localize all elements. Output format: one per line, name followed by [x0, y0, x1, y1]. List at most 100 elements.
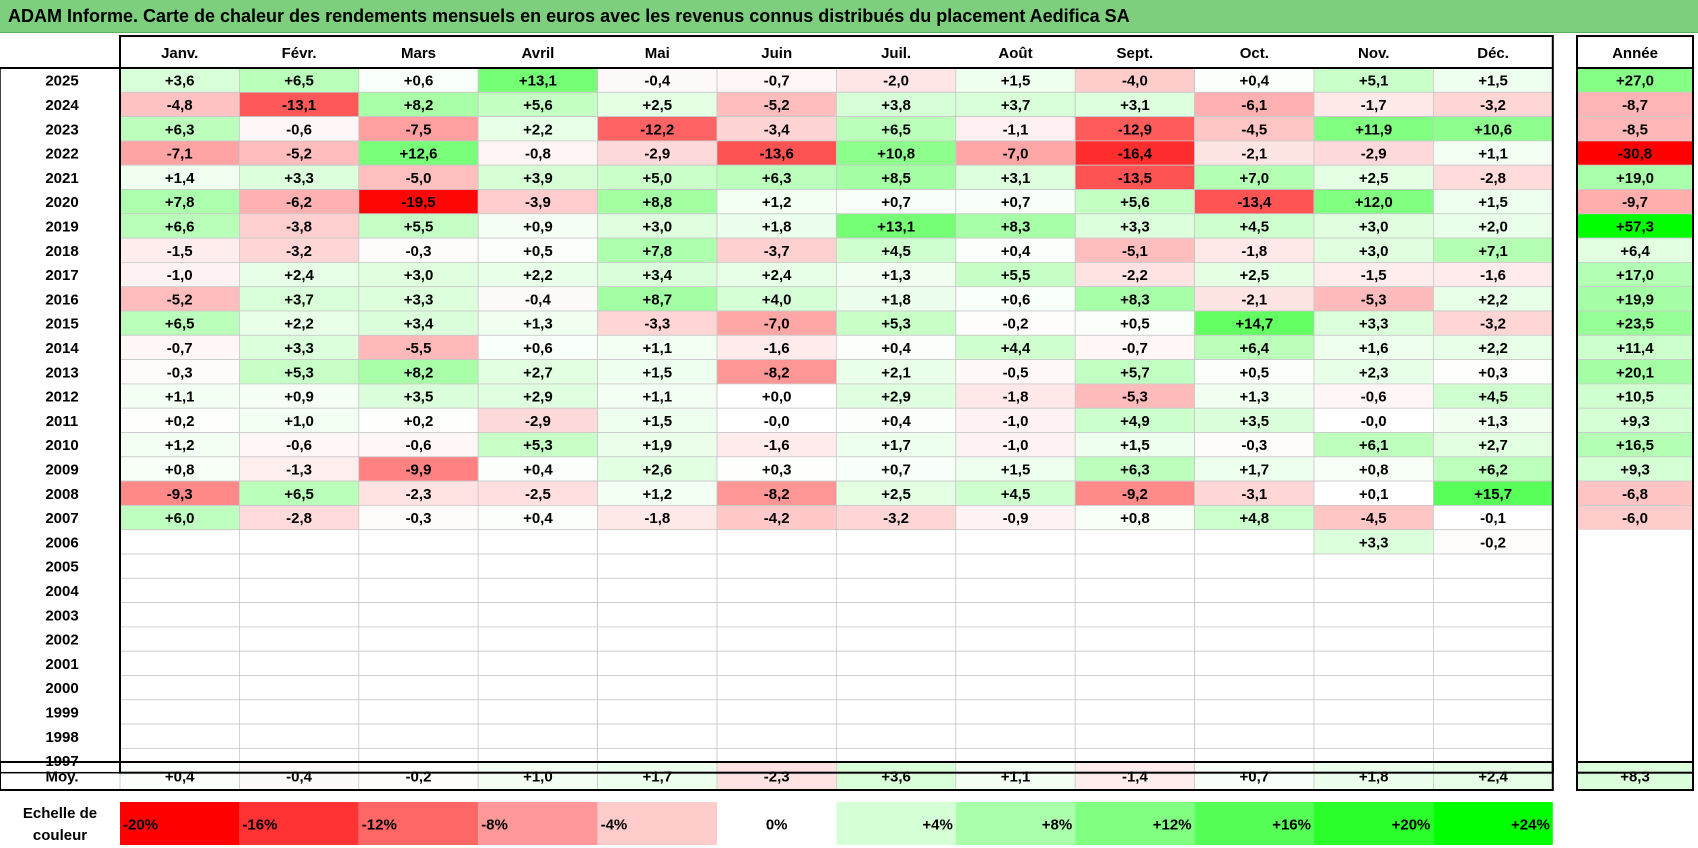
row-value: -0,5	[1003, 364, 1029, 381]
row-value: -0,7	[1122, 340, 1148, 357]
row-cell	[238, 334, 360, 360]
row-value: +4,0	[762, 291, 792, 308]
scale-swatch	[358, 802, 479, 845]
row-cell	[836, 334, 957, 360]
row-value: +0,9	[523, 218, 553, 235]
row-value: -3,4	[764, 121, 791, 138]
row-year-value: +20,1	[1616, 364, 1654, 381]
row-value: +0,4	[523, 461, 553, 478]
row-value: -12,9	[1118, 121, 1152, 138]
row-cell	[238, 723, 360, 749]
row-value: +3,0	[1359, 218, 1389, 235]
scale-step-label: -16%	[242, 817, 277, 834]
row-value: +0,5	[523, 243, 553, 260]
row-cell	[716, 334, 837, 360]
row-value: -0,2	[1003, 316, 1029, 333]
average-cell	[1194, 761, 1315, 791]
column-header: Mars	[401, 45, 436, 62]
row-cell	[716, 650, 837, 676]
column-header: Déc.	[1477, 45, 1509, 62]
scale-swatch	[1433, 802, 1553, 845]
row-cell	[477, 432, 599, 458]
row-value: +8,2	[404, 364, 434, 381]
row-value: +5,1	[1359, 73, 1389, 90]
row-value: +1,1	[1478, 146, 1508, 163]
row-value: -12,2	[640, 121, 674, 138]
row-cell	[836, 140, 957, 166]
row-cell	[1433, 529, 1554, 555]
row-value: +0,3	[762, 461, 792, 478]
average-value: +2,4	[1478, 769, 1508, 786]
row-cell	[358, 699, 479, 725]
row-cell	[597, 334, 718, 360]
scale-swatch	[1075, 802, 1195, 845]
row-cell	[836, 480, 957, 506]
average-cell	[119, 761, 240, 791]
row-year-value: -8,7	[1622, 97, 1648, 114]
average-cell	[358, 761, 479, 791]
row-cell	[477, 480, 599, 506]
row-cell	[238, 699, 360, 725]
row-cell	[1313, 553, 1434, 579]
row-value: +2,2	[523, 121, 553, 138]
row-cell	[836, 432, 957, 458]
row-cell	[597, 359, 718, 385]
row-cell	[1433, 407, 1554, 433]
row-cell	[1313, 286, 1434, 312]
row-value: -8,2	[764, 486, 790, 503]
row-year-cell	[1576, 237, 1694, 263]
scale-swatch	[597, 802, 717, 845]
row-year-value: +9,3	[1620, 461, 1650, 478]
row-value: -13,4	[1237, 194, 1272, 211]
row-value: -0,6	[286, 121, 312, 138]
row-cell	[358, 334, 479, 360]
row-value: +2,5	[642, 97, 672, 114]
row-cell	[716, 699, 837, 725]
row-cell	[955, 675, 1076, 701]
row-value: +2,5	[1239, 267, 1269, 284]
row-year-cell	[1577, 626, 1693, 652]
row-label: 2004	[45, 583, 79, 600]
row-year-cell	[1577, 651, 1693, 676]
row-cell	[597, 723, 718, 749]
row-value: +0,4	[1001, 243, 1031, 260]
row-cell	[238, 626, 360, 652]
row-cell	[1194, 577, 1315, 603]
row-cell	[836, 553, 957, 579]
row-cell	[119, 626, 240, 652]
row-label: 2010	[45, 437, 78, 454]
row-cell	[358, 164, 479, 190]
row-cell	[119, 504, 240, 531]
column-header: Juin	[761, 45, 792, 62]
row-cell	[597, 553, 718, 579]
row-cell	[119, 602, 240, 628]
row-cell	[119, 553, 240, 579]
row-cell	[716, 213, 837, 239]
row-cell	[358, 529, 479, 555]
row-value: +1,6	[1359, 340, 1389, 357]
row-cell	[1074, 261, 1195, 288]
row-cell	[1194, 67, 1315, 93]
row-value: +0,9	[284, 389, 314, 406]
year-column-header: Année	[1612, 45, 1658, 62]
row-cell	[836, 91, 957, 118]
row-label: 2003	[45, 607, 78, 624]
row-cell	[1194, 359, 1315, 385]
row-value: -1,1	[1003, 121, 1029, 138]
average-cell	[477, 761, 599, 791]
row-label: 1999	[45, 704, 78, 721]
row-cell	[716, 626, 837, 652]
row-value: -0,7	[167, 340, 193, 357]
row-value: +1,5	[1478, 73, 1508, 90]
row-cell	[597, 310, 718, 336]
row-label: 2025	[45, 73, 78, 90]
row-value: -5,3	[1361, 291, 1387, 308]
scale-swatch	[836, 802, 956, 845]
row-value: +4,5	[1001, 486, 1031, 503]
row-value: -6,2	[286, 194, 312, 211]
row-value: -3,2	[286, 243, 312, 260]
row-cell	[1433, 553, 1554, 579]
row-value: -4,5	[1361, 510, 1387, 527]
row-value: -3,8	[286, 218, 312, 235]
average-value: -1,4	[1122, 769, 1149, 786]
